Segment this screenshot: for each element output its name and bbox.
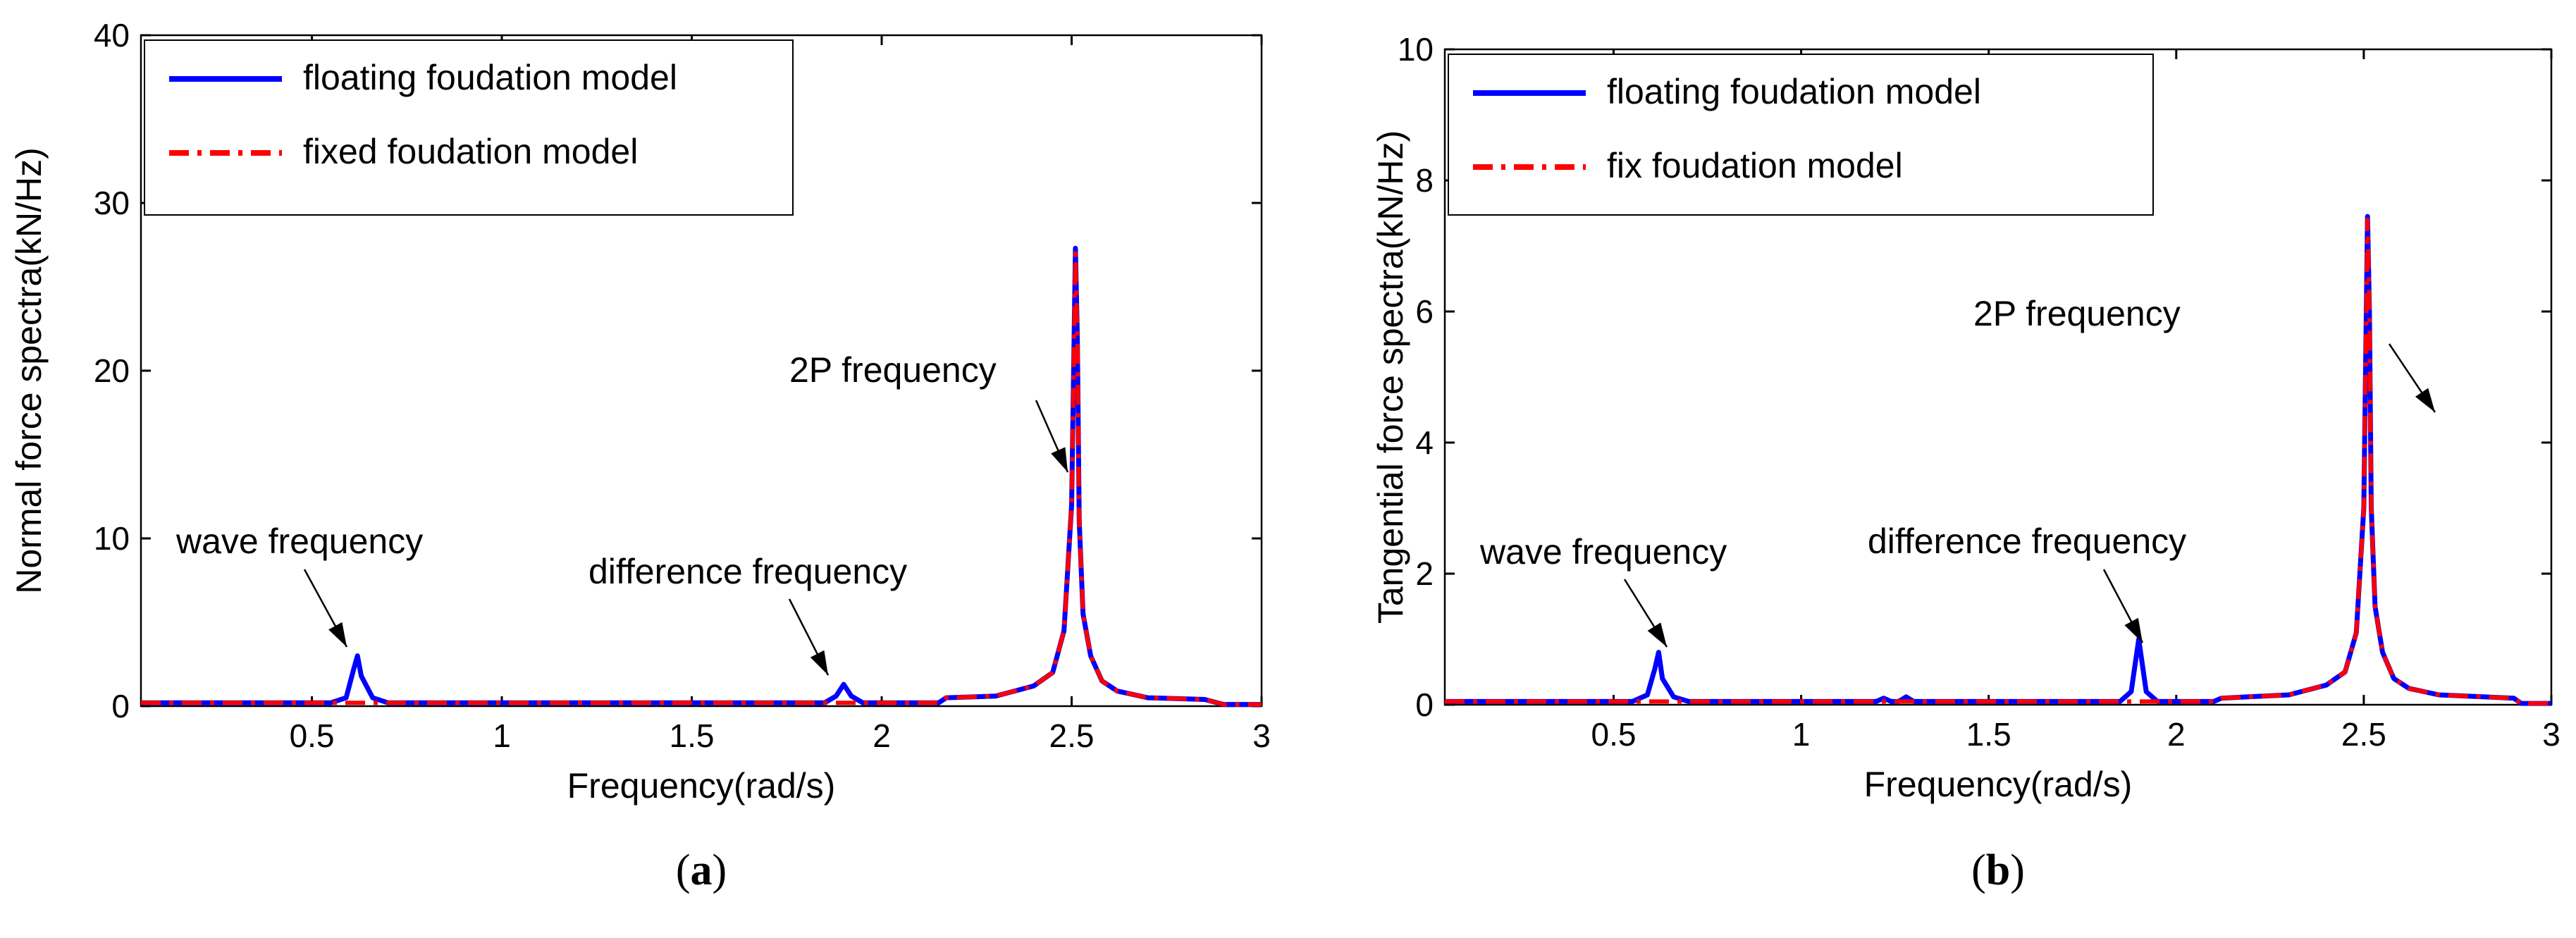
y-tick-label: 0 bbox=[1415, 686, 1434, 723]
legend-label: floating foudation model bbox=[1607, 72, 1981, 111]
series-line-fixed bbox=[1445, 217, 2551, 706]
x-tick-label: 1 bbox=[493, 717, 511, 754]
y-tick-label: 6 bbox=[1415, 293, 1434, 330]
annotation-text: wave frequency bbox=[175, 522, 423, 561]
y-tick-label: 4 bbox=[1415, 424, 1434, 461]
y-axis-label: Normal force spectra(kN/Hz) bbox=[9, 147, 49, 593]
x-tick-label: 2.5 bbox=[2341, 716, 2386, 753]
x-tick-label: 1.5 bbox=[670, 717, 715, 754]
annotation-text: 2P frequency bbox=[789, 350, 997, 390]
annotation-arrow-head bbox=[1051, 447, 1068, 472]
x-axis-label: Frequency(rad/s) bbox=[1864, 765, 2133, 804]
annotation-arrow-head bbox=[1647, 622, 1667, 647]
plot-frame bbox=[1443, 48, 2553, 706]
annotation-text: 2P frequency bbox=[1973, 294, 2181, 333]
annotation-text: wave frequency bbox=[1479, 532, 1727, 572]
x-tick-label: 2 bbox=[2167, 716, 2186, 753]
x-tick-label: 1.5 bbox=[1966, 716, 2011, 753]
legend-label: fixed foudation model bbox=[303, 132, 638, 171]
x-tick-label: 2.5 bbox=[1049, 717, 1095, 754]
annotation-text: difference frequency bbox=[1868, 522, 2186, 561]
annotation-arrow-head bbox=[810, 650, 828, 675]
x-tick-label: 3 bbox=[2542, 716, 2560, 753]
y-tick-label: 8 bbox=[1415, 162, 1434, 199]
y-tick-label: 0 bbox=[111, 688, 130, 724]
y-tick-label: 40 bbox=[94, 17, 130, 54]
legend-label: fix foudation model bbox=[1607, 146, 1903, 185]
x-tick-label: 1 bbox=[1792, 716, 1811, 753]
legend-label: floating foudation model bbox=[303, 58, 677, 97]
legend-box bbox=[144, 39, 794, 216]
chart-b: 0.5 1 1.5 2 2.5 3 0 2 4 6 8 10 Frequency(rad/s) Tange… bbox=[1371, 31, 2560, 894]
y-tick-label: 30 bbox=[94, 185, 130, 221]
annotation-text: difference frequency bbox=[588, 552, 907, 591]
series-line-floating bbox=[1445, 214, 2551, 706]
x-tick-label: 2 bbox=[873, 717, 891, 754]
annotation-arrow-head bbox=[2415, 388, 2435, 412]
chart-a: 0.5 1 1.5 2 2.5 3010203040Frequency(rad/s)Nor… bbox=[9, 17, 1271, 894]
x-axis-label: Frequency(rad/s) bbox=[567, 766, 836, 806]
annotation-arrow-head bbox=[328, 622, 347, 647]
y-tick-label: 10 bbox=[1398, 31, 1434, 68]
x-tick-label: 0.5 bbox=[290, 717, 335, 754]
series-line-fixed bbox=[141, 251, 1262, 707]
y-tick-label: 10 bbox=[94, 520, 130, 557]
x-tick-label: 0.5 bbox=[1591, 716, 1637, 753]
x-tick-label: 3 bbox=[1252, 717, 1271, 754]
panel-label: (a) bbox=[676, 846, 727, 894]
y-tick-label: 2 bbox=[1415, 555, 1434, 592]
legend-box bbox=[1448, 54, 2154, 216]
series-line-floating bbox=[141, 245, 1262, 708]
panel-label: (b) bbox=[1971, 846, 2025, 894]
y-tick-label: 20 bbox=[94, 352, 130, 389]
annotation-arrow-head bbox=[2124, 617, 2143, 643]
y-axis-label: Tangential force spectra(kN/Hz) bbox=[1371, 130, 1410, 624]
